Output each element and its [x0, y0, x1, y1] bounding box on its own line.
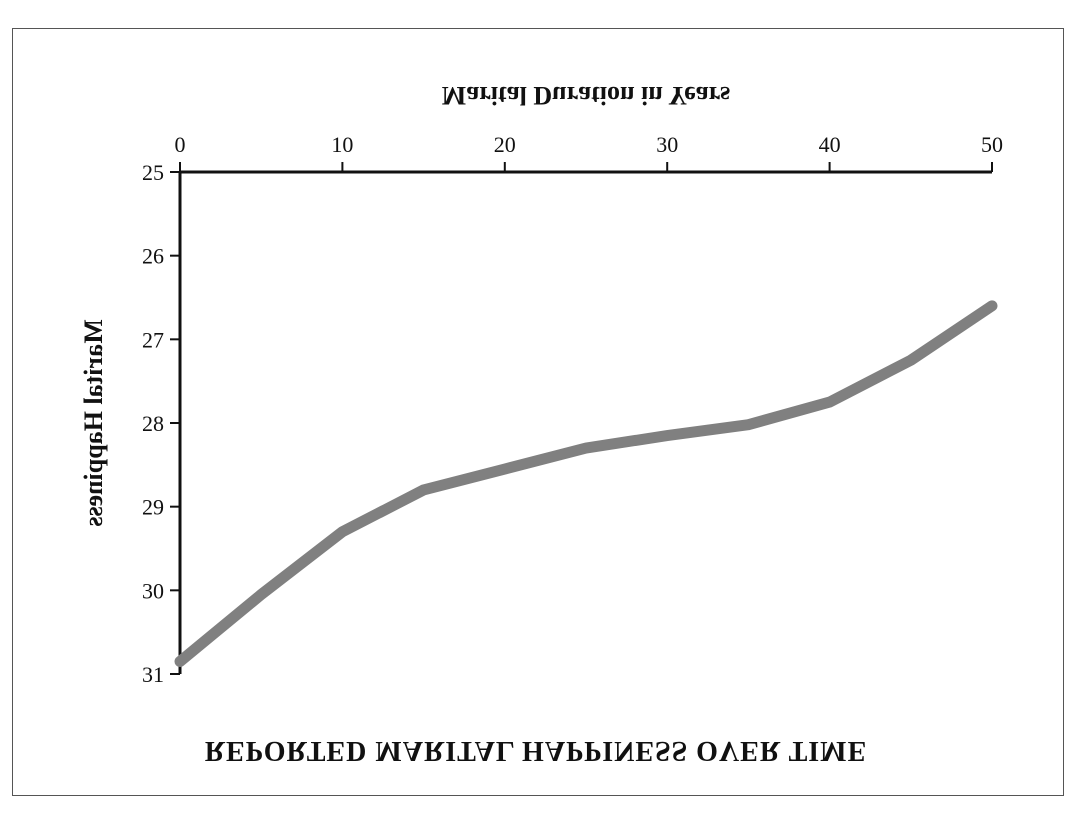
x-tick-label: 30	[656, 132, 678, 157]
x-axis-title: Marital Duration in Years	[442, 81, 731, 110]
y-tick-label: 27	[142, 327, 164, 352]
x-tick-label: 20	[494, 132, 516, 157]
data-point	[423, 489, 425, 491]
data-point	[829, 401, 831, 403]
data-point	[991, 305, 993, 307]
y-tick-label: 28	[142, 411, 164, 436]
data-point	[179, 660, 181, 662]
data-point	[341, 531, 343, 533]
y-tick-label: 29	[142, 495, 164, 520]
data-point	[910, 359, 912, 361]
data-point	[260, 594, 262, 596]
axes: 0 10 20 30 40 50 25 26 27 28 29 30 31	[142, 132, 1003, 687]
chart-title: REPORTED MARITAL HAPPINESS OVER TIME	[205, 735, 868, 766]
x-tick-label: 50	[981, 132, 1003, 157]
figure-frame	[12, 28, 1064, 796]
x-tick-label: 10	[331, 132, 353, 157]
x-tick-label: 40	[819, 132, 841, 157]
series-line	[174, 300, 998, 667]
y-tick-label: 31	[142, 662, 164, 687]
y-tick-label: 30	[142, 578, 164, 603]
data-point	[585, 447, 587, 449]
data-point	[666, 435, 668, 437]
data-point	[504, 468, 506, 470]
y-axis-title: Marital Happiness	[79, 319, 108, 526]
y-tick-label: 26	[142, 244, 164, 269]
y-tick-label: 25	[142, 160, 164, 185]
x-tick-label: 0	[175, 132, 186, 157]
series-group	[174, 300, 998, 667]
data-point	[747, 424, 749, 426]
